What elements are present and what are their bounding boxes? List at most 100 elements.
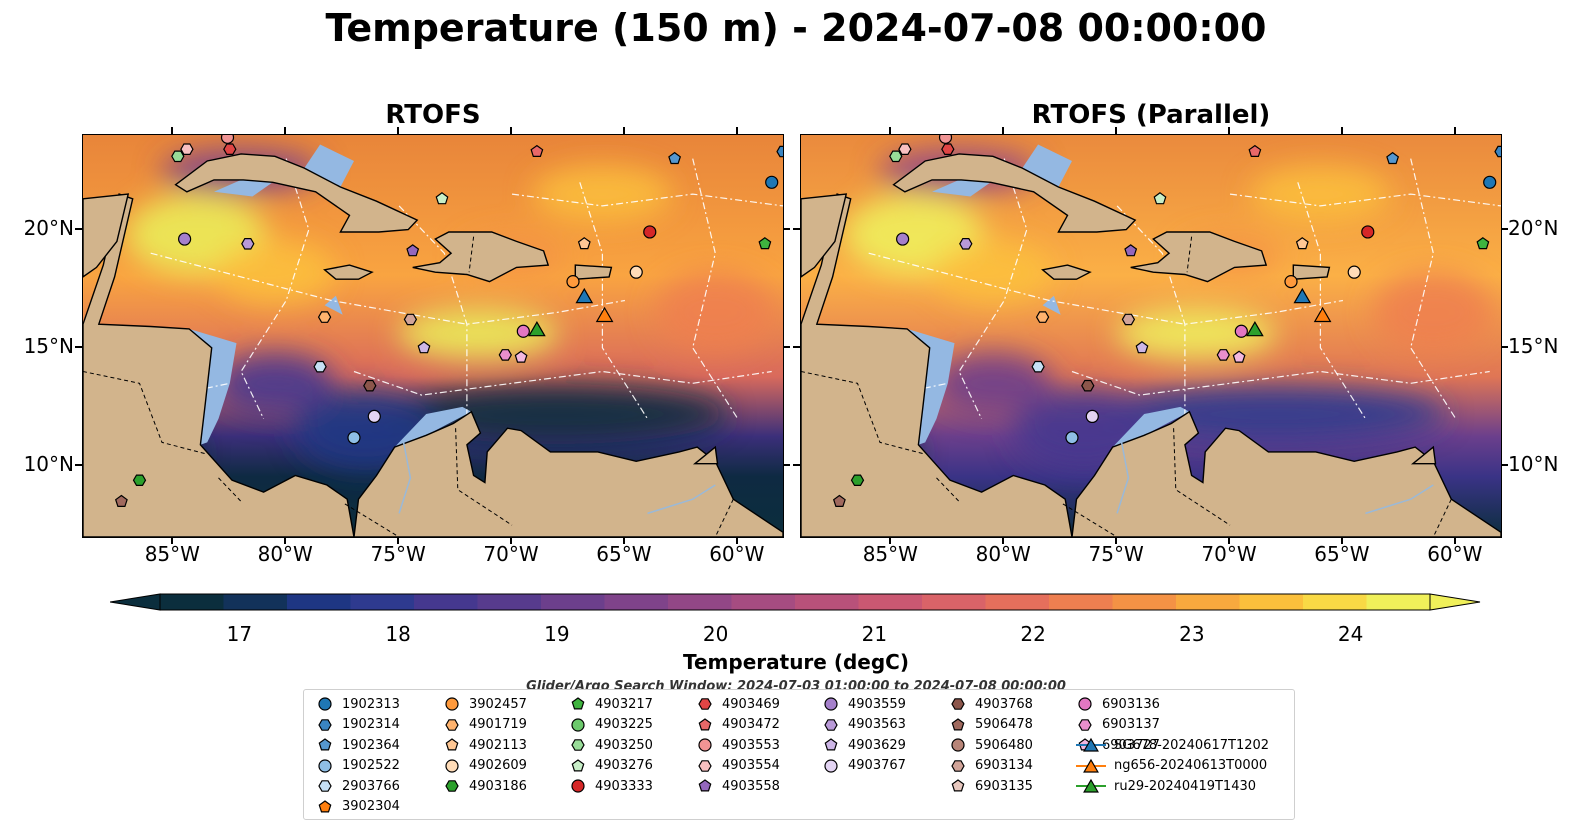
legend-marker-icon: [951, 759, 965, 772]
lon-tick: [735, 537, 738, 544]
legend-marker: [951, 779, 965, 792]
legend-item: ru29-20240419T1430: [1074, 776, 1256, 796]
legend-item: 4903629: [820, 735, 906, 755]
marker-4903768: [363, 379, 377, 392]
legend-marker-icon: [951, 717, 965, 730]
legend-marker: [318, 780, 332, 792]
legend-marker: [1083, 778, 1099, 793]
lon-label: 60°W: [709, 542, 765, 566]
marker-4903767: [1085, 409, 1099, 423]
colorbar-bin: [731, 594, 796, 610]
legend-item: 1902522: [314, 756, 400, 776]
legend-marker-icon: [571, 717, 585, 732]
marker-5906478: [832, 494, 846, 507]
legend-item: 2903766: [314, 776, 400, 796]
legend-marker: [698, 738, 712, 752]
legend-marker-icon: [445, 738, 459, 751]
marker-4901719: [1035, 311, 1050, 323]
legend-item: 6903135: [947, 776, 1033, 796]
marker-4903469: [223, 143, 237, 155]
legend-label: 4903469: [722, 696, 780, 712]
legend-marker: [318, 799, 332, 812]
legend-marker: [445, 758, 459, 773]
marker-4903559: [896, 232, 910, 246]
lat-tick: [793, 345, 800, 348]
legend-marker: [318, 718, 332, 731]
legend-label: 3902457: [469, 696, 527, 712]
legend-item: 4902113: [441, 735, 527, 755]
marker-4903250: [889, 150, 903, 163]
lon-label: 65°W: [596, 542, 652, 566]
legend-marker-icon: [571, 779, 585, 793]
legend-item: 3902457: [441, 694, 527, 714]
legend-marker: [824, 697, 838, 711]
legend-marker: [698, 698, 712, 710]
legend-item: 4903563: [820, 715, 906, 735]
shallow-shelf: [801, 144, 1190, 448]
land-jamaica: [1041, 264, 1092, 280]
legend-marker-icon: [698, 717, 712, 730]
lon-tick: [1228, 537, 1231, 544]
legend-marker: [318, 697, 332, 711]
legend-marker-icon: [698, 738, 712, 752]
legend-item: 4903225: [567, 715, 653, 735]
lon-tick-top: [735, 127, 738, 134]
map-panel-rtofs: [82, 134, 784, 538]
legend-marker: [445, 718, 459, 731]
marker-6903727: [1232, 350, 1246, 363]
legend-marker-icon: [951, 779, 965, 792]
lon-label: 85°W: [144, 542, 200, 566]
marker-1902314: [1494, 145, 1501, 158]
legend-label: 4903186: [469, 778, 527, 794]
marker-4903276: [1153, 192, 1167, 205]
legend-label: 4903472: [722, 717, 780, 732]
colorbar-bin: [1303, 594, 1368, 610]
legend-marker-icon: [445, 758, 459, 773]
legend-marker: [571, 758, 585, 771]
marker-6903137: [1216, 349, 1230, 361]
legend-item: 4901719: [441, 715, 527, 735]
legend-marker: [951, 717, 965, 730]
marker-1902522: [1065, 431, 1079, 445]
marker-1902314: [776, 145, 783, 158]
legend-label: 1902313: [342, 696, 400, 712]
marker-4903554: [180, 143, 194, 155]
legend-marker-icon: [445, 780, 459, 792]
legend-item: 1902314: [314, 715, 400, 735]
colorbar-outline: [159, 593, 1431, 611]
legend-label: 1902364: [342, 737, 400, 753]
legend-marker-icon: [318, 718, 332, 731]
legend-marker: [824, 738, 838, 751]
legend-label: 4901719: [469, 717, 527, 732]
legend-label: 6903137: [1102, 717, 1160, 732]
colorbar-bin: [414, 594, 479, 610]
colorbar-tick-label: 20: [702, 622, 729, 646]
river: [1365, 484, 1434, 515]
lon-tick: [397, 537, 400, 544]
land-trinidad: [1410, 445, 1437, 465]
lat-tick-right: [1501, 464, 1508, 467]
land-hispaniola: [1130, 231, 1268, 283]
marker-4903629: [417, 341, 431, 354]
lat-label-right: 20°N: [1508, 215, 1559, 240]
lon-tick-top: [889, 127, 892, 134]
legend-marker-icon: [571, 697, 585, 710]
land-yucatan: [83, 193, 130, 278]
legend-marker-icon: [1076, 758, 1106, 773]
colorbar-bin: [160, 594, 225, 610]
colorbar-bin: [541, 594, 606, 610]
land-hispaniola: [412, 231, 550, 283]
legend-label: ru29-20240419T1430: [1114, 778, 1257, 794]
legend-item: 4903276: [567, 756, 653, 776]
marker-6903134: [403, 313, 418, 326]
land-central-america: [83, 193, 355, 537]
land-cuba: [892, 153, 1137, 233]
legend-marker: [318, 738, 332, 751]
marker-4901719: [317, 311, 332, 323]
legend-label: 4902609: [469, 758, 527, 773]
river: [1116, 442, 1130, 514]
legend-label: 5906480: [975, 737, 1033, 753]
legend-label: 3902304: [342, 799, 400, 814]
legend-label: 6903136: [1102, 696, 1160, 712]
colorbar-tick-label: 24: [1337, 622, 1364, 646]
